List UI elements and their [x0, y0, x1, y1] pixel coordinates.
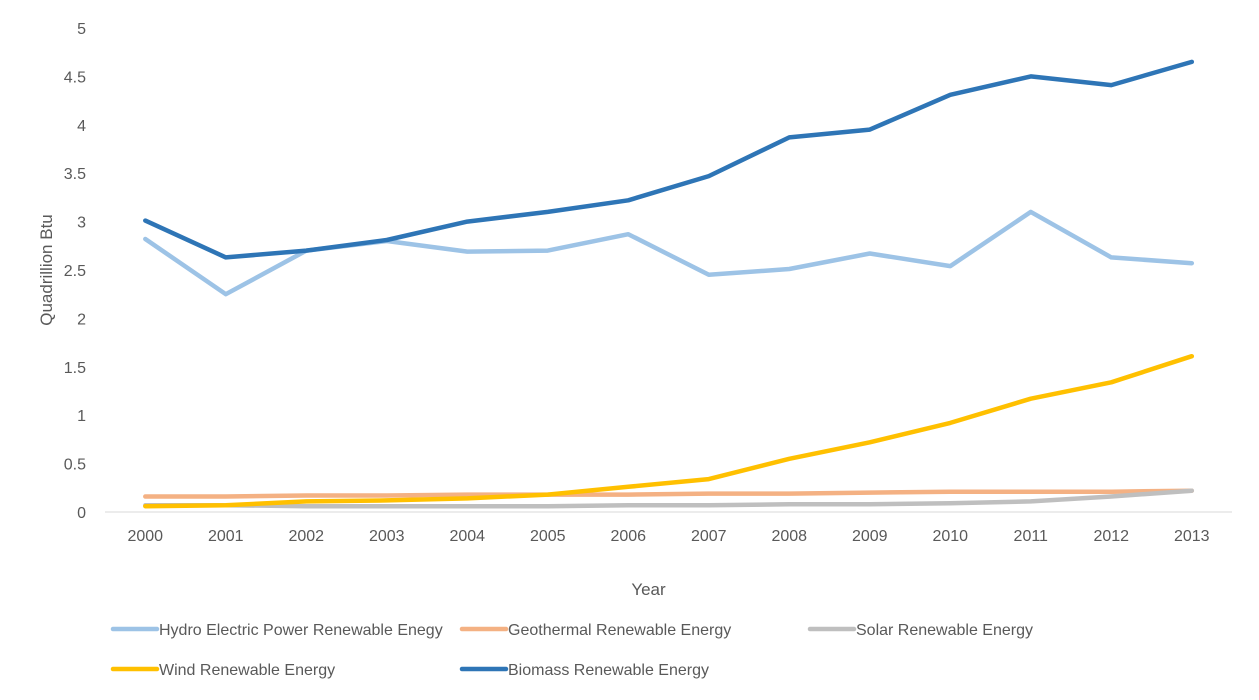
- x-tick-label: 2006: [610, 528, 646, 545]
- x-axis-ticks: 2000 2001 2002 2003 2004 2005 2006 2007 2008 2009…: [127, 528, 1209, 545]
- legend-label: Wind Renewable Energy: [159, 662, 335, 679]
- legend-label: Biomass Renewable Energy: [508, 662, 709, 679]
- y-tick-label: 3: [77, 215, 86, 232]
- series-line-3: [143, 353, 1195, 509]
- legend: Hydro Electric Power Renewable Enegy Geot…: [110, 622, 1033, 679]
- legend-item: Solar Renewable Energy: [807, 622, 1033, 639]
- series-line-2: [143, 488, 1195, 509]
- y-tick-label: 3.5: [64, 166, 86, 183]
- y-axis-title: Quadrillion Btu: [37, 214, 56, 326]
- x-tick-label: 2001: [208, 528, 244, 545]
- y-tick-label: 1.5: [64, 360, 86, 377]
- x-tick-label: 2007: [691, 528, 727, 545]
- y-tick-label: 4.5: [64, 69, 86, 86]
- x-axis-title: Year: [631, 580, 666, 599]
- y-axis-ticks: 0 0.5 1 1.5 2 2.5 3 3.5 4 4.5 5: [64, 21, 86, 522]
- series-lines: [143, 59, 1195, 509]
- y-tick-label: 0.5: [64, 457, 86, 474]
- x-tick-label: 2008: [771, 528, 807, 545]
- legend-item: Hydro Electric Power Renewable Enegy: [110, 622, 443, 639]
- y-tick-label: 1: [77, 408, 86, 425]
- x-tick-label: 2000: [127, 528, 163, 545]
- x-tick-label: 2010: [932, 528, 968, 545]
- x-tick-label: 2002: [288, 528, 324, 545]
- series-line-1: [143, 488, 1195, 499]
- legend-item: Geothermal Renewable Energy: [459, 622, 731, 639]
- y-tick-label: 5: [77, 21, 86, 38]
- legend-label: Hydro Electric Power Renewable Enegy: [159, 622, 443, 639]
- y-tick-label: 4: [77, 118, 86, 135]
- x-tick-label: 2012: [1093, 528, 1129, 545]
- legend-label: Solar Renewable Energy: [856, 622, 1033, 639]
- series-line-4: [143, 59, 1195, 260]
- legend-item: Biomass Renewable Energy: [459, 662, 709, 679]
- x-tick-label: 2003: [369, 528, 405, 545]
- x-tick-label: 2009: [852, 528, 888, 545]
- x-tick-label: 2005: [530, 528, 566, 545]
- legend-label: Geothermal Renewable Energy: [508, 622, 731, 639]
- y-tick-label: 2.5: [64, 263, 86, 280]
- y-tick-label: 2: [77, 311, 86, 328]
- x-tick-label: 2004: [449, 528, 485, 545]
- legend-item: Wind Renewable Energy: [110, 662, 335, 679]
- x-tick-label: 2013: [1174, 528, 1210, 545]
- y-tick-label: 0: [77, 505, 86, 522]
- x-tick-label: 2011: [1014, 528, 1049, 545]
